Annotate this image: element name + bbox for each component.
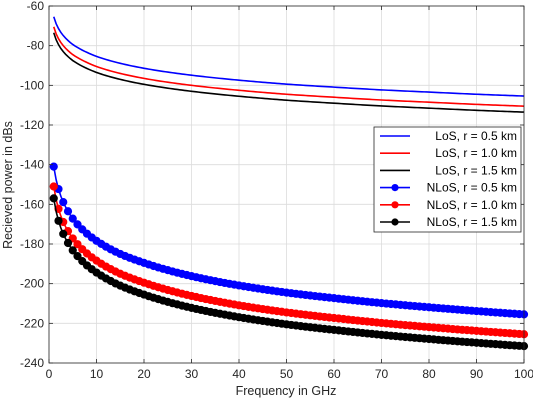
y-tick-label: -160 [20, 197, 44, 211]
y-tick-label: -60 [27, 0, 45, 13]
y-tick-label: -100 [20, 78, 44, 92]
y-axis-label: Recieved power in dBs [1, 121, 15, 249]
legend-entry: NLoS, r = 1.5 km [380, 215, 517, 229]
x-tick-label: 0 [46, 367, 53, 381]
data-point [49, 194, 58, 203]
y-tick-label: -220 [20, 316, 44, 330]
data-point [73, 252, 82, 261]
series-line [52, 26, 525, 107]
x-tick-label: 40 [232, 367, 246, 381]
x-tick-label: 30 [185, 367, 199, 381]
x-tick-label: 70 [375, 367, 389, 381]
data-point [68, 214, 77, 223]
data-point [49, 182, 58, 191]
legend-label: LoS, r = 1.0 km [435, 146, 517, 160]
series-4 [49, 162, 529, 319]
x-tick-label: 60 [327, 367, 341, 381]
legend-entry: NLoS, r = 0.5 km [380, 181, 517, 195]
y-tick-label: -200 [20, 277, 44, 291]
ticks: 0 10 20 30 40 50 60 70 80 90 100 -240 -220 -200 -180 -1… [20, 0, 533, 381]
series-5 [49, 182, 529, 339]
data-point [59, 198, 68, 207]
data-point [63, 238, 73, 248]
x-tick-label: 50 [280, 367, 294, 381]
data-point [73, 220, 82, 229]
y-tick-label: -180 [20, 237, 44, 251]
series-2 [52, 26, 525, 107]
y-tick-label: -80 [27, 39, 45, 53]
x-tick-label: 100 [514, 367, 533, 381]
legend-marker [391, 218, 399, 226]
series-line [52, 32, 525, 113]
data-point [54, 216, 63, 225]
data-point [49, 162, 58, 171]
legend-label: NLoS, r = 0.5 km [427, 181, 517, 195]
legend-entry: LoS, r = 1.0 km [380, 146, 517, 160]
series-3 [52, 32, 525, 113]
x-axis-label: Frequency in GHz [236, 384, 337, 398]
legend-label: NLoS, r = 1.5 km [427, 215, 517, 229]
series-line [52, 16, 525, 97]
legend-label: LoS, r = 0.5 km [435, 129, 517, 143]
data-point [68, 246, 77, 255]
x-tick-label: 90 [470, 367, 484, 381]
x-tick-label: 10 [90, 367, 104, 381]
series-1 [52, 16, 525, 97]
y-tick-label: -240 [20, 356, 44, 370]
legend-marker [391, 201, 399, 209]
x-tick-label: 80 [422, 367, 436, 381]
x-tick-label: 20 [137, 367, 151, 381]
legend-entry: LoS, r = 1.5 km [380, 163, 517, 177]
legend-marker [391, 184, 399, 192]
data-point [59, 229, 68, 238]
data-point [63, 207, 73, 216]
legend-box [373, 126, 522, 233]
y-tick-label: -140 [20, 158, 44, 172]
legend-entry: LoS, r = 0.5 km [380, 129, 517, 143]
legend-entry: NLoS, r = 1.0 km [380, 198, 517, 212]
legend-label: NLoS, r = 1.0 km [427, 198, 517, 212]
series-6 [49, 194, 529, 351]
data-point [73, 240, 82, 249]
series-layer [49, 16, 529, 351]
y-tick-label: -120 [20, 118, 44, 132]
legend: LoS, r = 0.5 km LoS, r = 1.0 km LoS, r = 1… [373, 126, 522, 233]
legend-label: LoS, r = 1.5 km [435, 163, 517, 177]
